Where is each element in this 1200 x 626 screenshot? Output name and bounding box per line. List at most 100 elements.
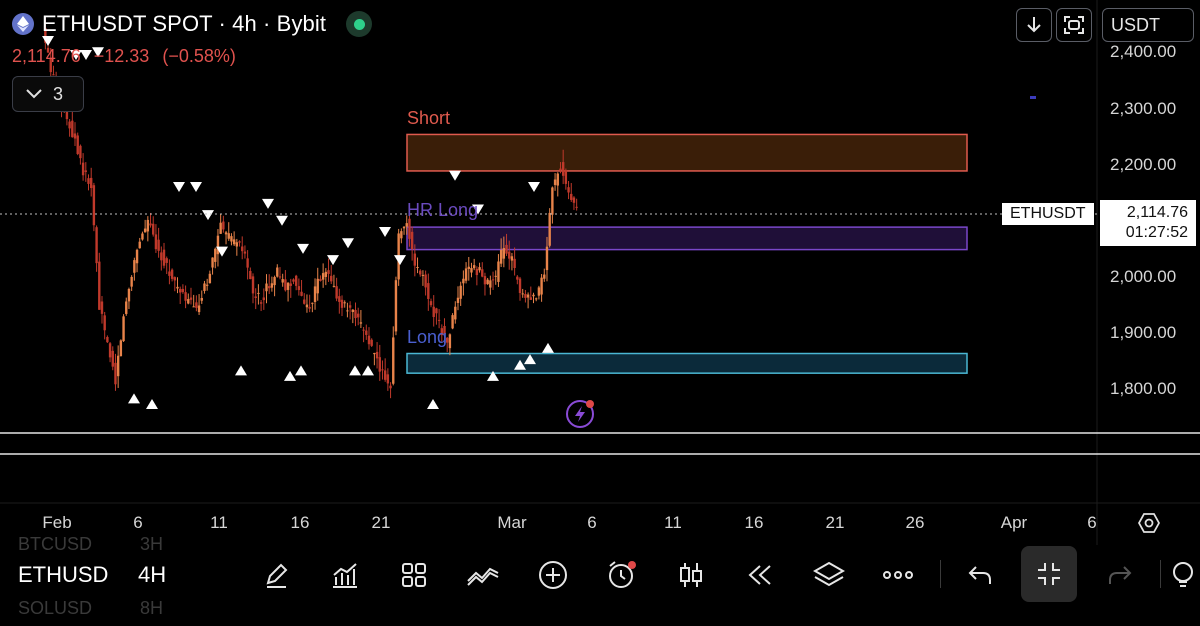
- chart-type-button[interactable]: [671, 556, 711, 594]
- add-icon: [539, 561, 567, 589]
- candle-body: [68, 121, 71, 129]
- flash-alert-icon[interactable]: [566, 400, 594, 428]
- layers-button[interactable]: [809, 556, 849, 594]
- exit-fullscreen-button[interactable]: [1021, 546, 1077, 602]
- candles-icon: [680, 563, 702, 587]
- candle-body: [187, 299, 190, 304]
- candle-body: [305, 304, 309, 308]
- fullscreen-button[interactable]: [1056, 8, 1092, 42]
- candle-body: [313, 286, 317, 302]
- draw-button[interactable]: [256, 556, 296, 594]
- candle-body: [89, 177, 93, 189]
- candle-body: [389, 385, 392, 389]
- candle-body: [416, 266, 419, 268]
- candle-body: [243, 251, 247, 254]
- x-tick-label: 11: [210, 513, 228, 532]
- layers-icon: [813, 561, 845, 587]
- candle-body: [273, 277, 276, 286]
- sell-signal-marker: [528, 182, 540, 193]
- candle-body: [375, 351, 379, 359]
- symbol-picker[interactable]: ETHUSD: [18, 562, 109, 587]
- candle-body: [494, 275, 497, 277]
- candle-body: [154, 234, 158, 250]
- candle-body: [152, 223, 155, 235]
- interval-picker-prev[interactable]: 3H: [140, 534, 164, 554]
- toolbar-divider: [1160, 560, 1161, 588]
- add-button[interactable]: [533, 556, 573, 594]
- price-change: −12.33: [93, 46, 150, 66]
- candle-body: [44, 27, 47, 43]
- undo-button[interactable]: [960, 556, 1000, 594]
- sell-signal-marker: [327, 255, 339, 266]
- candle-body: [548, 212, 551, 246]
- candle-body: [235, 242, 239, 247]
- more-button[interactable]: [878, 556, 918, 594]
- candle-body: [52, 74, 55, 76]
- buy-signal-marker: [284, 370, 296, 381]
- candle-body: [300, 291, 303, 296]
- candle-body: [49, 57, 52, 73]
- chevron-down-icon: [26, 89, 42, 99]
- x-tick-label: Mar: [497, 513, 527, 532]
- indicators-button[interactable]: [325, 556, 365, 594]
- candle-body: [100, 301, 104, 314]
- symbol-picker-prev[interactable]: BTCUSD: [18, 534, 93, 554]
- candle-body: [402, 226, 406, 229]
- candle-body: [211, 257, 214, 268]
- candle-body: [324, 271, 328, 277]
- zone-label-long: Long: [407, 327, 448, 347]
- alert-button[interactable]: [602, 556, 642, 594]
- interval-picker[interactable]: 4H: [138, 562, 167, 587]
- candle-body: [222, 221, 225, 230]
- currency-select[interactable]: USDT: [1102, 8, 1194, 42]
- candle-body: [208, 273, 212, 284]
- candle-body: [561, 162, 565, 176]
- zone-box: [406, 226, 968, 251]
- candle-body: [224, 232, 228, 235]
- candle-body: [149, 223, 152, 226]
- candle-body: [464, 268, 468, 281]
- candle-body: [111, 350, 114, 367]
- candle-body: [427, 283, 430, 299]
- x-tick-label: 11: [664, 513, 682, 532]
- candle-body: [575, 206, 578, 208]
- x-tick-label: 6: [133, 513, 143, 532]
- interval-picker-next[interactable]: 8H: [140, 598, 164, 618]
- sell-signal-marker: [449, 170, 461, 181]
- sell-signal-marker: [394, 255, 406, 266]
- symbol-title[interactable]: ETHUSDT SPOT · 4h · Bybit: [42, 11, 327, 36]
- symbol-picker-next[interactable]: SOLUSD: [18, 598, 93, 618]
- drawing-tools-button[interactable]: [463, 556, 503, 594]
- sell-signal-marker: [42, 36, 54, 46]
- templates-button[interactable]: [394, 556, 434, 594]
- candle-body: [81, 162, 85, 176]
- undo-icon: [968, 566, 991, 584]
- indicators-toggle-button[interactable]: 3: [12, 76, 84, 112]
- candle-body: [181, 288, 185, 293]
- candle-body: [559, 168, 562, 171]
- chart-settings-button[interactable]: [1136, 510, 1162, 536]
- candle-body: [483, 276, 487, 285]
- candle-body: [98, 261, 101, 310]
- candle-body: [130, 276, 133, 287]
- candle-body: [262, 297, 266, 301]
- candle-body: [497, 261, 500, 282]
- candle-body: [343, 302, 346, 304]
- idea-button[interactable]: [1168, 556, 1200, 594]
- candle-body: [297, 286, 301, 291]
- chart-header[interactable]: ETHUSDT SPOT · 4h · Bybit: [12, 10, 373, 38]
- pane-resize-handle[interactable]: [1030, 96, 1036, 99]
- candle-body: [478, 267, 481, 271]
- download-button[interactable]: [1016, 8, 1052, 42]
- candle-body: [521, 293, 524, 295]
- sell-signal-marker: [297, 243, 309, 254]
- candle-body: [189, 297, 193, 300]
- candle-body: [157, 239, 160, 251]
- redo-button[interactable]: [1100, 556, 1140, 594]
- candle-body: [281, 279, 284, 283]
- x-tick-label: 16: [290, 513, 310, 532]
- candle-body: [294, 275, 298, 286]
- replay-button[interactable]: [740, 556, 780, 594]
- candle-body: [378, 357, 381, 372]
